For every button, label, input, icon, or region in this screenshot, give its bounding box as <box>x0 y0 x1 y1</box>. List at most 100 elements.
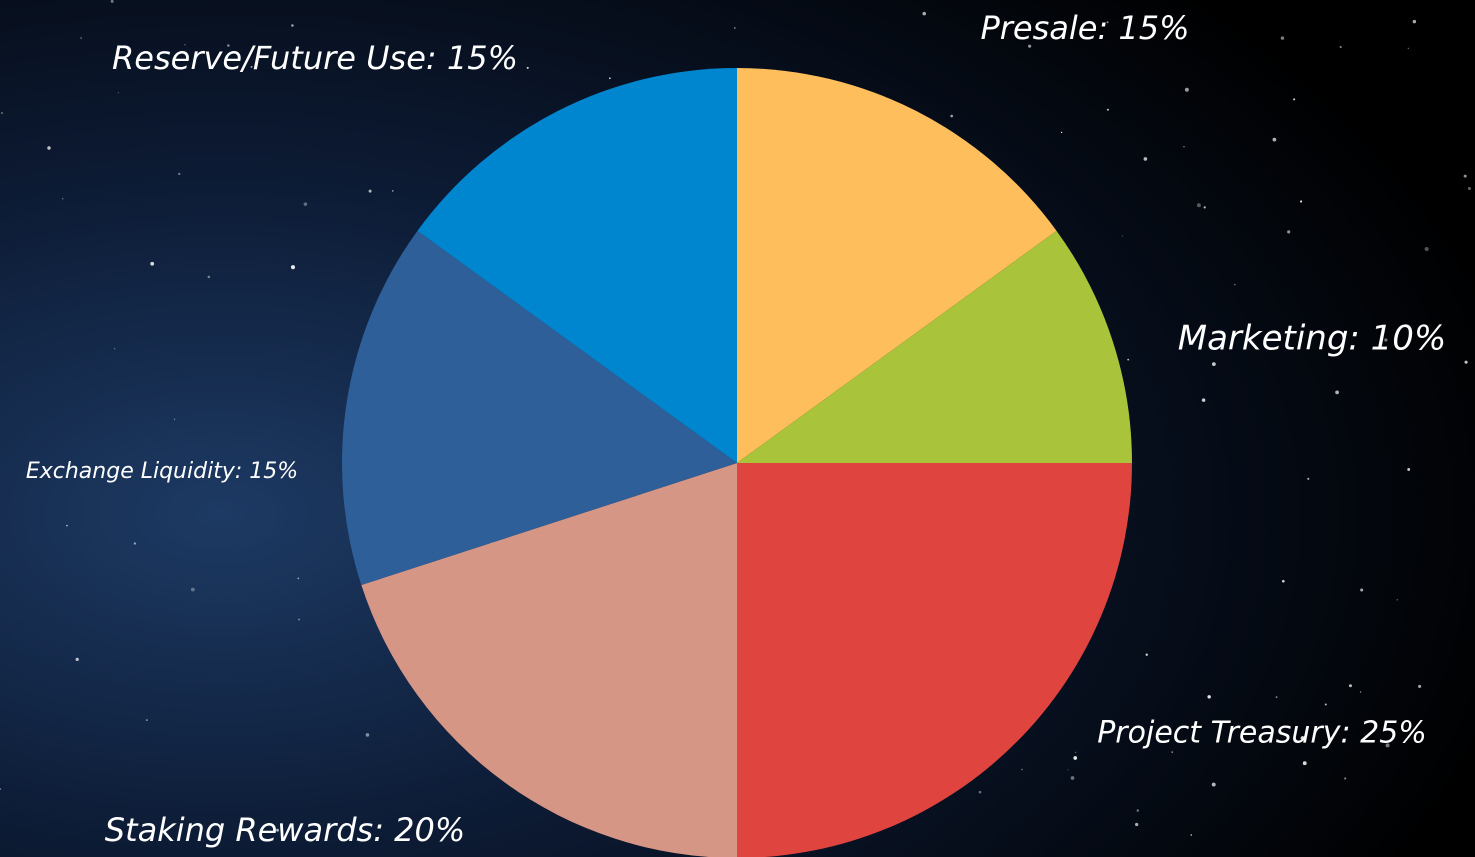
slice-label: Exchange Liquidity: 15% <box>26 459 298 484</box>
star <box>1335 390 1339 395</box>
star <box>1463 174 1467 178</box>
star <box>250 65 253 68</box>
star <box>1135 822 1139 827</box>
star <box>227 44 230 47</box>
star <box>1348 684 1352 688</box>
star <box>1282 579 1285 583</box>
star <box>1467 187 1471 191</box>
star <box>1412 19 1417 24</box>
pie-slice <box>417 68 737 463</box>
star <box>1234 283 1236 286</box>
star <box>1028 44 1032 48</box>
pie-slice <box>737 230 1132 463</box>
star <box>1106 108 1109 111</box>
star <box>922 11 927 16</box>
star <box>1360 588 1364 592</box>
star <box>1060 131 1063 134</box>
star <box>207 275 211 279</box>
star <box>1407 47 1409 50</box>
star <box>184 44 186 46</box>
pie-slice <box>361 463 737 857</box>
star <box>1324 703 1327 706</box>
star <box>133 542 137 545</box>
pie-slice <box>341 230 737 586</box>
star <box>1300 340 1303 343</box>
star <box>75 657 79 662</box>
star <box>1127 358 1130 361</box>
star <box>1122 235 1124 237</box>
star <box>1073 756 1078 760</box>
star <box>1300 736 1305 741</box>
star <box>297 577 300 580</box>
star <box>1203 206 1206 209</box>
star <box>1287 230 1291 234</box>
star <box>61 197 64 200</box>
star <box>1275 696 1278 698</box>
star <box>1021 768 1023 771</box>
star <box>117 92 120 94</box>
star <box>1302 761 1307 766</box>
slice-label: Marketing: 10% <box>1178 319 1447 359</box>
star <box>80 37 82 39</box>
star <box>1211 362 1216 367</box>
star <box>303 202 308 206</box>
star <box>1143 157 1148 161</box>
star <box>47 146 51 150</box>
star <box>291 24 294 27</box>
star <box>1272 137 1277 142</box>
star <box>1384 338 1388 342</box>
star <box>1201 398 1206 402</box>
star <box>1293 98 1296 101</box>
star <box>1418 684 1422 688</box>
star <box>391 190 394 192</box>
star <box>190 587 195 592</box>
star <box>174 418 176 420</box>
star <box>1184 87 1189 92</box>
pie <box>341 68 1132 857</box>
star <box>150 261 155 266</box>
star <box>1464 360 1468 364</box>
star <box>110 0 114 3</box>
star <box>734 27 736 29</box>
star <box>1396 598 1399 601</box>
star <box>1207 695 1211 699</box>
star <box>950 114 953 118</box>
slice-label: Staking Rewards: 20% <box>105 811 466 849</box>
star <box>1070 776 1075 780</box>
star <box>298 618 301 621</box>
star <box>0 788 2 791</box>
star <box>368 189 372 193</box>
star <box>1385 743 1390 748</box>
star <box>145 719 148 722</box>
star <box>608 77 611 80</box>
star <box>1211 782 1216 787</box>
star <box>1339 45 1342 49</box>
star <box>978 790 982 794</box>
pie-slice <box>737 68 1057 463</box>
pie-slice <box>737 463 1132 857</box>
slice-label: Presale: 15% <box>980 9 1189 47</box>
star <box>1344 777 1347 780</box>
star <box>1196 203 1201 208</box>
star <box>1307 477 1310 480</box>
slice-label: Reserve/Future Use: 15% <box>112 39 518 77</box>
star <box>1145 653 1148 656</box>
star <box>276 828 279 832</box>
star <box>178 172 181 176</box>
star <box>1424 246 1429 252</box>
star <box>66 524 68 527</box>
star <box>1183 146 1185 148</box>
star <box>526 66 529 69</box>
star <box>1106 21 1109 24</box>
star <box>113 347 116 350</box>
star <box>1075 751 1077 753</box>
slice-label: Project Treasury: 25% <box>1097 716 1427 751</box>
star <box>1280 36 1285 40</box>
star <box>0 111 4 115</box>
star <box>1067 769 1069 771</box>
star <box>1190 834 1193 836</box>
star <box>1299 200 1303 203</box>
labels: Presale: 15% Marketing: 10% Project Treasu… <box>26 9 1446 849</box>
